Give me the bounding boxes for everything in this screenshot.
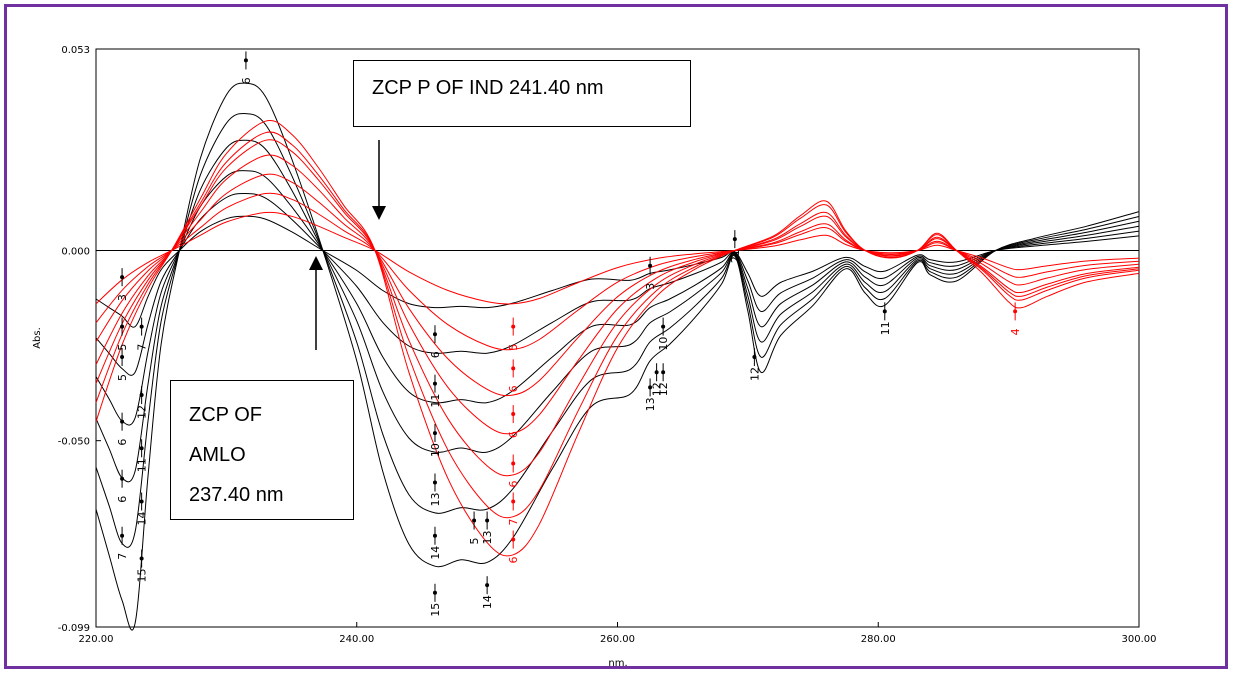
svg-text:14: 14	[429, 546, 442, 560]
annotation-amlo-line3: 237.40 nm	[189, 484, 284, 506]
x-axis-title: nm.	[608, 658, 627, 669]
svg-text:14: 14	[136, 512, 149, 526]
svg-text:5: 5	[116, 374, 129, 381]
marker-label: 10	[657, 317, 670, 351]
x-tick-label: 280.00	[861, 634, 896, 645]
marker-label: 12	[651, 363, 664, 396]
x-tick-label: 300.00	[1122, 634, 1157, 645]
svg-text:7: 7	[136, 344, 149, 351]
marker-label: 12	[748, 348, 761, 381]
y-tick-label: -0.099	[58, 623, 90, 634]
marker-label: 5	[468, 511, 481, 545]
marker-label: 13	[429, 473, 442, 507]
marker-label: 5	[116, 317, 129, 351]
svg-text:6: 6	[116, 496, 129, 503]
marker-label: 6	[429, 325, 442, 358]
svg-text:10: 10	[429, 443, 442, 457]
marker-label: 3	[116, 268, 129, 301]
svg-text:6: 6	[507, 480, 520, 487]
svg-text:13: 13	[429, 493, 442, 507]
arrow-ind	[372, 140, 386, 220]
svg-text:7: 7	[116, 553, 129, 560]
marker-label: 4	[1009, 302, 1022, 335]
figure-frame	[4, 4, 1228, 669]
svg-text:21: 21	[729, 249, 742, 263]
marker-label: 14	[136, 492, 149, 526]
marker-label: 5	[116, 348, 129, 381]
svg-text:7: 7	[507, 519, 520, 526]
y-axis-title: Abs.	[32, 327, 43, 349]
marker-label: 15	[429, 583, 442, 617]
svg-text:15: 15	[136, 569, 149, 583]
svg-text:3: 3	[644, 283, 657, 290]
marker-label: 12	[136, 386, 149, 419]
black-spectrum-line-0	[95, 215, 1140, 328]
marker-label: 15	[136, 549, 149, 583]
marker-label: 7	[507, 492, 520, 526]
marker-label: 6	[507, 405, 520, 438]
svg-text:6: 6	[116, 439, 129, 446]
y-tick-label: 0.000	[61, 247, 90, 258]
svg-text:11: 11	[136, 458, 149, 472]
svg-text:14: 14	[481, 595, 494, 609]
marker-label: 6	[507, 359, 520, 392]
svg-text:12: 12	[657, 382, 670, 396]
svg-text:12: 12	[651, 382, 664, 396]
marker-label: 6	[240, 51, 253, 84]
svg-text:6: 6	[507, 431, 520, 438]
x-tick-label: 240.00	[339, 634, 374, 645]
marker-label: 11	[136, 439, 149, 472]
svg-text:13: 13	[481, 531, 494, 545]
marker-label: 14	[481, 576, 494, 609]
marker-label: 21	[729, 230, 742, 263]
x-tick-label: 260.00	[600, 634, 635, 645]
y-tick-label: 0.053	[61, 45, 90, 56]
annotation-ind-zcp: ZCP P OF IND 241.40 nm	[353, 60, 691, 127]
red-spectrum-line-12	[95, 120, 1140, 557]
svg-text:3: 3	[116, 294, 129, 301]
svg-text:10: 10	[657, 337, 670, 351]
annotation-amlo-zcp: ZCP OF AMLO 237.40 nm	[170, 380, 354, 520]
marker-label: 14	[429, 526, 442, 560]
svg-text:6: 6	[240, 77, 253, 84]
svg-text:13: 13	[644, 397, 657, 411]
black-spectrum-line-3	[95, 139, 1140, 483]
black-spectrum-line-5	[95, 82, 1140, 631]
marker-label: 12	[657, 363, 670, 396]
svg-text:6: 6	[507, 385, 520, 392]
arrow-amlo	[309, 256, 323, 350]
svg-text:11: 11	[879, 321, 892, 335]
marker-label: 13	[644, 378, 657, 411]
marker-label: 6	[507, 454, 520, 487]
marker-label: 6	[116, 412, 129, 446]
svg-text:12: 12	[136, 405, 149, 419]
y-tick-label: -0.050	[58, 437, 90, 448]
svg-text:5: 5	[468, 538, 481, 545]
marker-label: 7	[116, 526, 129, 560]
marker-label: 3	[644, 256, 657, 290]
x-tick-label: 220.00	[79, 634, 114, 645]
marker-label: 6	[507, 530, 520, 564]
svg-text:6: 6	[429, 351, 442, 358]
black-spectrum-line-2	[95, 170, 1140, 426]
svg-text:11: 11	[429, 394, 442, 408]
svg-text:5: 5	[507, 344, 520, 351]
marker-label: 7	[136, 317, 149, 351]
black-spectrum-line-4	[95, 113, 1140, 548]
marker-label: 11	[879, 302, 892, 335]
marker-label: 13	[481, 511, 494, 545]
svg-text:6: 6	[507, 557, 520, 564]
marker-label: 11	[429, 374, 442, 408]
annotation-amlo-line2: AMLO	[189, 444, 246, 466]
svg-text:15: 15	[429, 603, 442, 617]
svg-text:12: 12	[748, 367, 761, 381]
svg-text:4: 4	[1009, 328, 1022, 335]
marker-label: 6	[116, 469, 129, 503]
annotation-amlo-line1: ZCP OF	[189, 404, 262, 426]
plot-area	[95, 48, 1140, 628]
svg-text:5: 5	[116, 344, 129, 351]
marker-label: 10	[429, 424, 442, 457]
marker-label: 5	[507, 317, 520, 351]
